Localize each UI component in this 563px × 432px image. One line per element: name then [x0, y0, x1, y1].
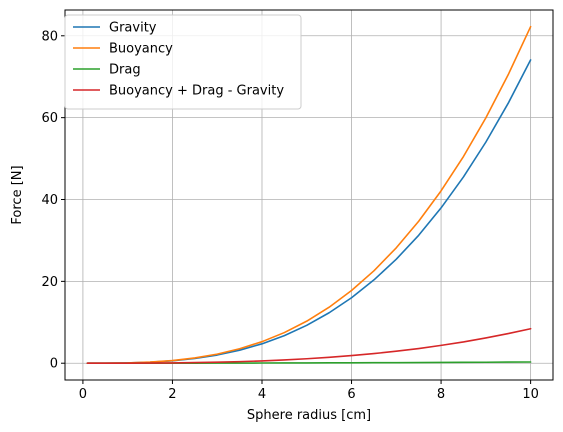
x-axis-label: Sphere radius [cm] [247, 408, 371, 423]
y-tick-label: 40 [41, 193, 58, 208]
x-tick-label: 4 [258, 387, 266, 402]
y-tick-label: 60 [41, 111, 58, 126]
legend-label: Buoyancy [109, 42, 173, 57]
legend-box [64, 14, 302, 110]
y-axis: 0 20 40 60 80 [41, 29, 65, 372]
series-line-2 [86, 25, 532, 365]
x-tick-label: 10 [522, 387, 539, 402]
legend-label: Drag [109, 63, 141, 78]
x-tick-label: 8 [437, 387, 445, 402]
y-tick-label: 80 [41, 29, 58, 44]
x-axis: 0 2 4 6 8 10 [79, 380, 539, 402]
y-tick-label: 0 [50, 357, 58, 372]
legend-label: Buoyancy + Drag - Gravity [109, 84, 284, 99]
series-line-4 [86, 327, 532, 365]
legend-label: Gravity [109, 21, 157, 36]
x-tick-label: 0 [79, 387, 87, 402]
y-axis-label: Force [N] [10, 165, 25, 224]
y-tick-label: 20 [41, 275, 58, 290]
legend: Gravity Buoyancy Drag Buoyancy + Drag - Gra… [64, 14, 302, 110]
plot-frame [64, 9, 554, 381]
series-layer [86, 25, 532, 365]
x-tick-label: 2 [168, 387, 176, 402]
x-tick-label: 6 [347, 387, 355, 402]
